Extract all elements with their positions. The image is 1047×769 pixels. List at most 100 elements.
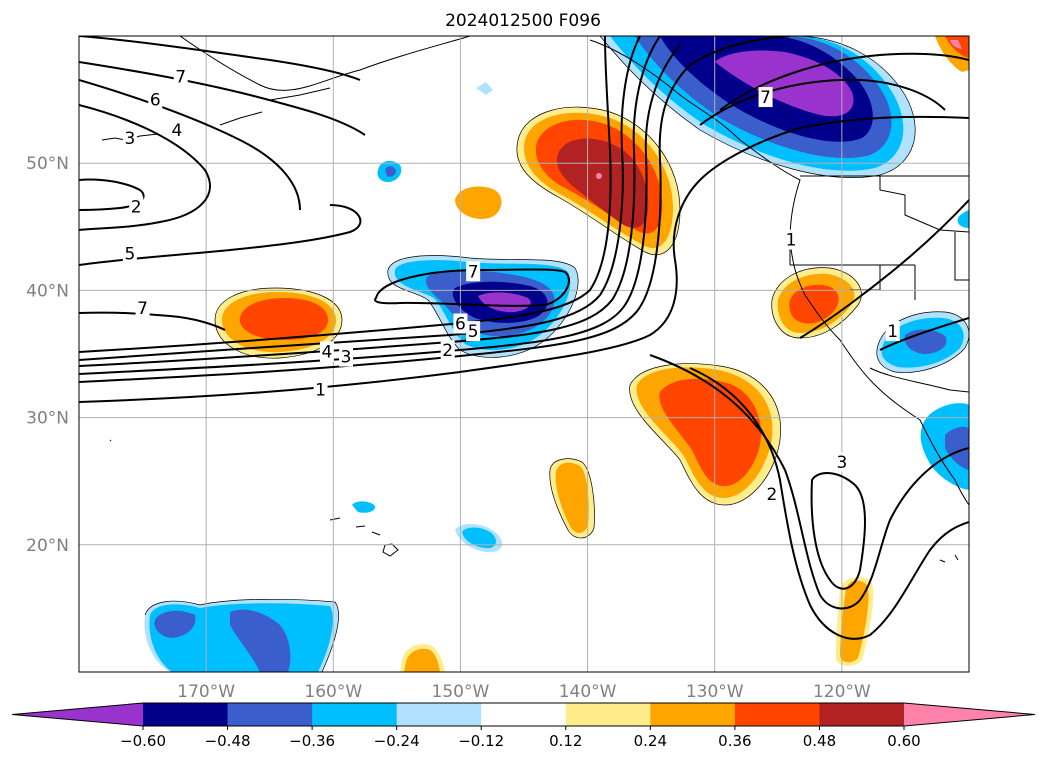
contour-label: 7 bbox=[137, 299, 148, 319]
us-mexico-border bbox=[869, 367, 969, 393]
contour-label-background bbox=[885, 321, 900, 342]
contour-label: 7 bbox=[175, 68, 186, 88]
colorbar-segment bbox=[143, 703, 229, 726]
colorbar-extend-high bbox=[904, 703, 1035, 726]
colorbar-tick-label: 0.48 bbox=[803, 732, 836, 750]
colorbar-tick-label: −0.24 bbox=[374, 732, 420, 750]
contour-label: 2 bbox=[442, 341, 453, 361]
negative-anomaly-mexico bbox=[920, 403, 969, 490]
colorbar-extend-low bbox=[12, 703, 143, 726]
contour-3-central bbox=[79, 44, 681, 375]
contour-7-west bbox=[79, 311, 226, 331]
colorbar-tick-label: 0.24 bbox=[634, 732, 667, 750]
colorbar-segment bbox=[565, 703, 651, 726]
contour-label-background bbox=[339, 346, 353, 367]
contour-label: 6 bbox=[150, 91, 161, 111]
lon-tick-label: 170°W bbox=[177, 682, 235, 702]
contour-label: 1 bbox=[786, 231, 797, 251]
positive-anomaly-california bbox=[771, 267, 862, 338]
contour-label-background bbox=[122, 127, 137, 148]
contour-3-north bbox=[79, 104, 211, 231]
lon-tick-label: 120°W bbox=[813, 682, 871, 702]
contour-5-central bbox=[79, 36, 641, 361]
contour-4-north bbox=[79, 79, 301, 211]
contour-7-central bbox=[374, 268, 570, 307]
contour-6-north bbox=[79, 61, 366, 136]
lat-tick-label: 40°N bbox=[26, 281, 69, 301]
contour-6-central bbox=[79, 36, 612, 353]
north-america-west-coastline bbox=[589, 39, 969, 506]
contour-label: 7 bbox=[760, 88, 771, 108]
negative-anomaly-southwest-corner bbox=[144, 599, 339, 672]
contour-label-background bbox=[169, 120, 184, 141]
contour-label: 4 bbox=[322, 342, 333, 362]
contour-label: 1 bbox=[315, 381, 326, 401]
chart-title: 2024012500 F096 bbox=[445, 11, 601, 31]
map-frame bbox=[78, 35, 970, 673]
contour-label-background bbox=[313, 379, 328, 400]
contour-1-southwest bbox=[879, 317, 969, 351]
contour-upper-right bbox=[719, 52, 969, 111]
contour-2-south bbox=[649, 354, 969, 610]
negative-anomaly-gulf-of-alaska bbox=[600, 36, 916, 178]
lat-tick-label: 30°N bbox=[26, 409, 69, 429]
lat-tick-label: 20°N bbox=[26, 536, 69, 556]
contour-label-background bbox=[453, 313, 468, 334]
colorbar: −0.60 −0.48 −0.36 −0.24 −0.12 0.12 0.24 0.36 0.4… bbox=[11, 702, 1036, 750]
lon-tick-label: 150°W bbox=[432, 682, 490, 702]
contour-label-background bbox=[148, 89, 163, 110]
colorbar-segment bbox=[819, 703, 905, 726]
contour-label: 5 bbox=[124, 245, 135, 265]
positive-anomaly-small-a bbox=[455, 186, 502, 220]
contour-label: 3 bbox=[124, 129, 135, 149]
contour-label-background bbox=[466, 321, 481, 342]
contour-1-south bbox=[79, 115, 969, 403]
colorbar-segment bbox=[481, 703, 567, 726]
contour-label: 5 bbox=[468, 322, 479, 342]
contour-label: 2 bbox=[767, 485, 778, 505]
colorbar-segment bbox=[227, 703, 313, 726]
contour-label-background bbox=[466, 261, 481, 282]
contour-label-background bbox=[122, 243, 137, 264]
contour-label-background bbox=[135, 298, 150, 319]
height-contours bbox=[79, 36, 969, 640]
contour-label: 3 bbox=[341, 348, 352, 368]
contour-label-background bbox=[764, 483, 779, 504]
contour-label-background bbox=[129, 196, 144, 217]
anomaly-shading bbox=[144, 36, 969, 672]
contour-label-background bbox=[758, 87, 773, 108]
lon-tick-labels: 170°W 160°W 150°W 140°W 130°W 120°W bbox=[177, 682, 871, 702]
colorbar-segment bbox=[734, 703, 820, 726]
lon-tick-label: 140°W bbox=[559, 682, 617, 702]
hawaii-islands bbox=[329, 517, 399, 557]
colorbar-tick-label: −0.36 bbox=[289, 732, 335, 750]
contour-label-background bbox=[173, 66, 188, 87]
colorbar-segment bbox=[396, 703, 482, 726]
colorbar-tick-label: 0.36 bbox=[718, 732, 751, 750]
contour-label: 6 bbox=[455, 314, 466, 334]
colorbar-tick-label: −0.12 bbox=[458, 732, 504, 750]
negative-anomaly-southwest bbox=[876, 311, 969, 373]
contour-7-north bbox=[79, 36, 361, 81]
colorbar-segment bbox=[650, 703, 736, 726]
contour-3-south bbox=[810, 472, 866, 590]
contour-label: 1 bbox=[887, 322, 898, 342]
colorbar-tick-label: −0.60 bbox=[120, 732, 166, 750]
colorbar-tick-label: −0.48 bbox=[205, 732, 251, 750]
lon-tick-label: 130°W bbox=[686, 682, 744, 702]
gridlines bbox=[79, 36, 969, 672]
contour-1-southwest-lower bbox=[689, 367, 969, 640]
colorbar-segment bbox=[312, 703, 398, 726]
contour-label-background bbox=[834, 452, 849, 473]
contour-label: 4 bbox=[171, 121, 182, 141]
colorbar-tick-label: 0.60 bbox=[887, 732, 920, 750]
contour-4-central bbox=[79, 36, 661, 367]
contour-7-east bbox=[699, 78, 946, 126]
contour-label: 7 bbox=[468, 262, 479, 282]
colorbar-tick-label: 0.12 bbox=[549, 732, 582, 750]
contour-label-background bbox=[319, 341, 334, 362]
lat-tick-labels: 50°N 40°N 30°N 20°N bbox=[26, 154, 69, 556]
